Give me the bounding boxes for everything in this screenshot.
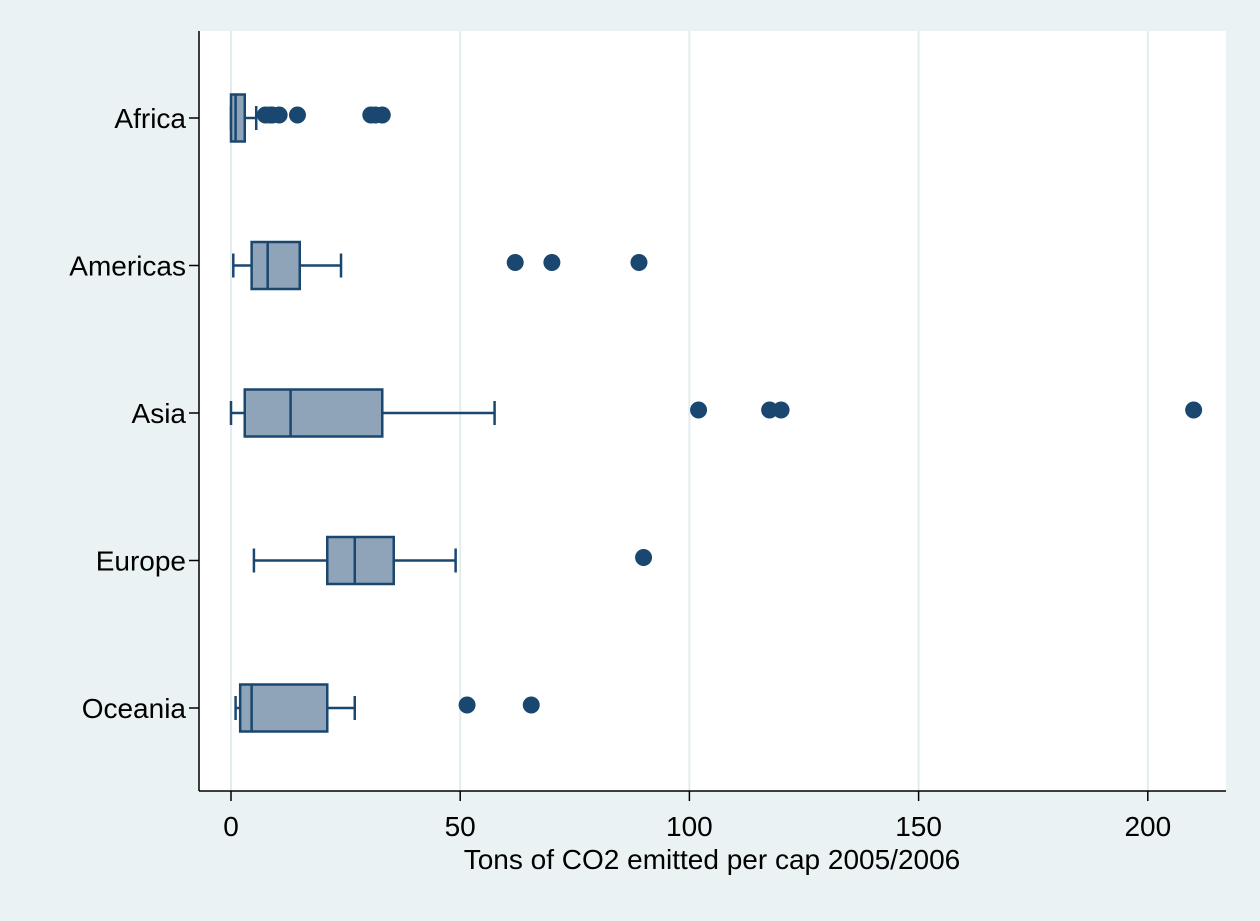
x-tick-label-50: 50	[445, 811, 476, 842]
axis-layer: 0 50 100 150 200 Africa Americas Asia Europe Ocea…	[69, 31, 1226, 842]
category-label-asia: Asia	[132, 398, 187, 429]
outlier-point-asia-2	[772, 401, 790, 419]
iqr-box-oceania	[238, 683, 329, 733]
x-tick-label-0: 0	[223, 811, 239, 842]
x-axis-title: Tons of CO2 emitted per cap 2005/2006	[464, 844, 961, 875]
box-group-africa	[229, 93, 391, 143]
category-label-americas: Americas	[69, 251, 186, 282]
iqr-box-asia	[243, 388, 384, 438]
outlier-point-africa-4	[288, 106, 306, 124]
x-tick-label-100: 100	[666, 811, 713, 842]
outlier-point-africa-7	[373, 106, 391, 124]
outlier-point-americas-2	[630, 254, 648, 271]
outlier-point-oceania-0	[458, 696, 476, 714]
x-tick-label-200: 200	[1124, 811, 1171, 842]
iqr-box-europe	[326, 535, 395, 586]
box-group-europe	[252, 535, 653, 586]
outlier-point-asia-3	[1185, 401, 1203, 419]
outlier-point-africa-3	[270, 106, 288, 124]
iqr-box-americas	[250, 240, 302, 291]
box-group-asia	[229, 388, 1203, 438]
box-layer	[229, 93, 1203, 733]
category-label-africa: Africa	[114, 103, 186, 134]
category-label-europe: Europe	[96, 546, 186, 577]
category-label-oceania: Oceania	[82, 693, 187, 724]
outlier-point-americas-1	[543, 254, 561, 271]
box-group-oceania	[234, 683, 540, 733]
box-group-americas	[232, 240, 648, 291]
outlier-point-europe-0	[635, 549, 653, 566]
iqr-box-africa	[229, 93, 247, 143]
outlier-point-asia-0	[690, 401, 708, 419]
outlier-point-oceania-1	[522, 696, 540, 714]
x-tick-label-150: 150	[895, 811, 942, 842]
outlier-point-americas-0	[506, 254, 524, 271]
